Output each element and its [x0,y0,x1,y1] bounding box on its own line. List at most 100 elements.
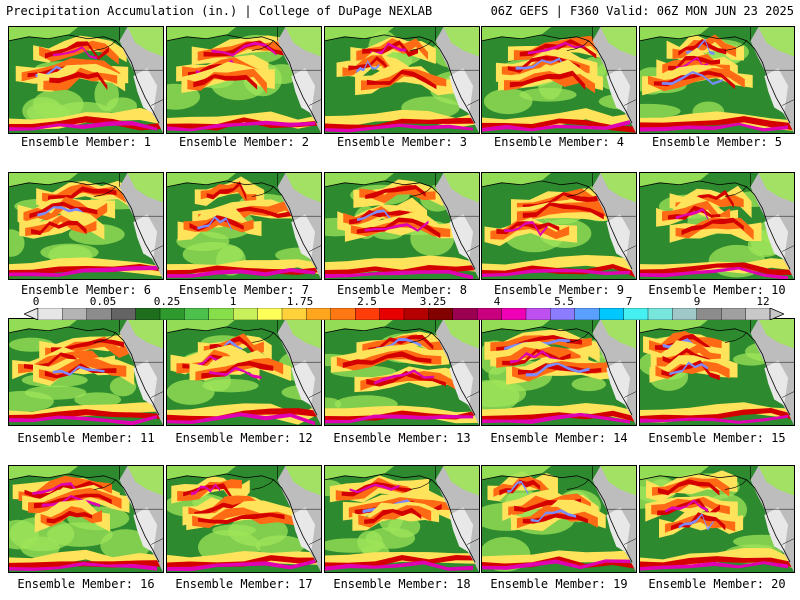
dry-region [449,68,474,114]
storm-band-peak [349,483,400,494]
precip-field [482,173,636,279]
tropical-extreme [325,414,474,424]
tropical-extreme [167,268,316,278]
storm-band-core [368,334,434,353]
colorbar-bin [452,308,478,320]
land-precip [600,173,636,203]
aleutian-coast [251,479,274,490]
light-precip-area [365,527,416,549]
storm-band-core [519,39,597,59]
colorbar-min-arrow [24,308,39,320]
tropical-extreme [482,120,631,132]
colorbar-bin [257,308,283,320]
storm-band-peak [197,215,232,232]
colorbar-tick-label: 9 [693,295,701,308]
storm-band-peak [362,499,430,515]
storm-band-peak [510,349,559,364]
precip-field [325,27,479,133]
dry-region [291,68,316,114]
storm-band-peak [507,480,529,496]
land-precip [758,466,794,496]
aleutian-coast [566,186,589,197]
precip-field [9,173,163,279]
light-precip-area [9,229,25,257]
colorbar-bin [428,308,454,320]
storm-band-peak [356,60,380,74]
storm-band-peak [190,355,230,368]
colorbar-tick-label: 0.05 [89,295,117,308]
aleutian-coast [93,40,116,51]
member-caption: Ensemble Member: 16 [17,577,155,591]
storm-band-heavy [493,474,551,502]
precip-field [167,319,321,425]
dry-region [606,68,631,114]
asia-land [167,319,237,333]
land-precip [127,319,163,349]
colorbar-max-arrow [769,308,784,320]
storm-band-heavy [503,71,596,94]
colorbar-bin [525,308,551,320]
storm-band-core [509,70,586,90]
storm-band-core [653,70,735,90]
member-caption: Ensemble Member: 8 [336,283,468,297]
colorbar-tick-label: 3.25 [419,295,447,308]
storm-band-core [366,370,446,387]
aleutian-coast [93,186,116,197]
member-caption: Ensemble Member: 10 [648,283,786,297]
light-precip-area [640,103,681,119]
border-line [624,391,636,398]
tropical-extreme [167,412,316,425]
asia-land [9,466,79,480]
dry-region [133,214,158,260]
aleutian-coast [566,40,589,51]
tropical-extreme [9,562,158,572]
storm-band-core [356,217,441,239]
precip-field [482,466,636,572]
storm-band [487,471,558,502]
light-precip-area [483,88,533,115]
storm-band-peak [665,499,709,513]
colorbar-bin [306,308,332,320]
storm-band-core [198,512,285,524]
tropical-extreme [325,560,474,571]
storm-band-peak [515,57,568,72]
ensemble-map-14 [481,318,637,426]
aleutian-coast [251,40,274,51]
asia-land [325,466,395,480]
asia-land [482,319,552,333]
land-precip [127,466,163,496]
ensemble-map-4 [481,26,637,134]
colorbar-bin [623,308,649,320]
storm-band-core [342,351,432,368]
aleutian-coast [409,479,432,490]
precip-field [167,173,321,279]
border-line [151,391,163,398]
coastline [167,180,318,270]
dry-region [133,68,158,114]
tropical-extreme [482,412,631,424]
precip-field [640,27,794,133]
asia-land [325,319,395,333]
colorbar-bin [745,308,771,320]
land-precip [600,466,636,496]
colorbar-bin [86,308,112,320]
light-precip-area [9,519,40,550]
aleutian-coast [409,186,432,197]
border-line [624,99,636,106]
asia-land [9,27,79,41]
land-precip [285,173,321,203]
light-precip-area [47,522,113,547]
storm-band-core [348,56,392,78]
tropical-heavy [167,555,321,568]
aleutian-coast [409,332,432,343]
storm-band-core [657,498,720,517]
ensemble-map-11 [8,318,164,426]
light-precip-area [571,377,607,392]
tropical-extreme [482,559,631,570]
dry-region [291,360,316,406]
storm-band [353,179,444,208]
land-precip [758,27,794,57]
dry-region [764,214,789,260]
border-line [624,245,636,252]
land-precip [443,173,479,203]
